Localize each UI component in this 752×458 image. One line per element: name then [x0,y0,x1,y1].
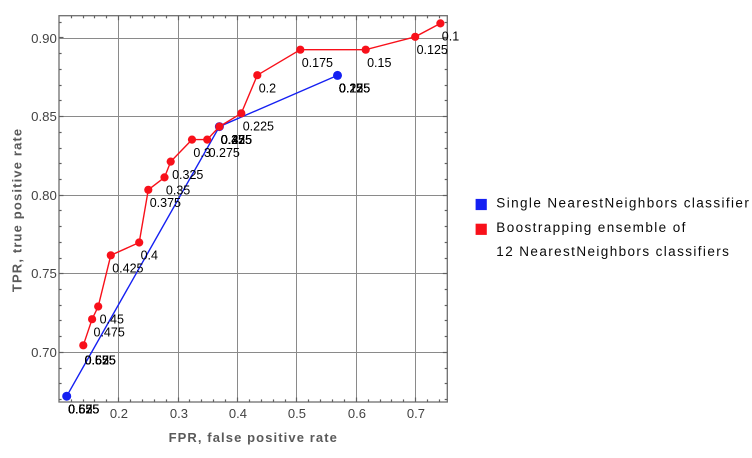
svg-text:0.375: 0.375 [221,133,252,147]
svg-text:0.375: 0.375 [150,196,181,210]
svg-text:0.425: 0.425 [112,262,143,276]
svg-text:0.15: 0.15 [367,56,391,70]
svg-text:0.15: 0.15 [339,82,363,96]
svg-text:0.125: 0.125 [417,43,448,57]
svg-text:0.325: 0.325 [172,168,203,182]
svg-text:0.35: 0.35 [221,133,245,147]
svg-text:0.55: 0.55 [68,402,92,416]
svg-text:0.3: 0.3 [170,406,188,421]
svg-text:0.475: 0.475 [221,133,252,147]
svg-text:0.7: 0.7 [407,406,425,421]
svg-text:0.3: 0.3 [221,133,238,147]
svg-text:0.55: 0.55 [85,353,109,367]
svg-text:0.125: 0.125 [339,82,370,96]
svg-text:0.45: 0.45 [221,133,245,147]
svg-text:0.3: 0.3 [193,146,210,160]
svg-text:0.2: 0.2 [110,406,128,421]
svg-text:0.425: 0.425 [221,133,252,147]
svg-text:0.25: 0.25 [221,133,245,147]
svg-text:0.25: 0.25 [339,82,363,96]
svg-text:0.5: 0.5 [85,353,102,367]
svg-text:0.575: 0.575 [85,353,116,367]
svg-text:0.1: 0.1 [442,30,459,44]
svg-text:12 NearestNeighbors classifier: 12 NearestNeighbors classifiers [496,244,730,259]
svg-text:FPR, false positive rate: FPR, false positive rate [169,430,338,445]
svg-text:0.80: 0.80 [31,188,57,203]
svg-text:0.625: 0.625 [85,353,116,367]
svg-text:0.275: 0.275 [209,146,240,160]
svg-text:0.90: 0.90 [31,31,57,46]
svg-text:0.6: 0.6 [68,402,85,416]
svg-text:0.5: 0.5 [68,402,85,416]
svg-text:0.6: 0.6 [85,353,102,367]
svg-text:0.4: 0.4 [141,249,158,263]
svg-text:0.85: 0.85 [31,109,57,124]
svg-text:0.65: 0.65 [68,402,92,416]
svg-text:0.525: 0.525 [68,402,99,416]
svg-text:0.225: 0.225 [339,82,370,96]
svg-text:0.325: 0.325 [221,133,252,147]
svg-text:0.275: 0.275 [221,133,252,147]
svg-text:0.2: 0.2 [339,82,356,96]
svg-text:0.4: 0.4 [221,133,238,147]
svg-text:0.35: 0.35 [166,184,190,198]
svg-text:0.65: 0.65 [85,353,109,367]
svg-text:Boostrapping ensemble of: Boostrapping ensemble of [496,220,686,235]
svg-text:0.525: 0.525 [85,353,116,367]
svg-text:0.6: 0.6 [348,406,366,421]
svg-text:0.575: 0.575 [68,402,99,416]
svg-text:0.2: 0.2 [259,81,276,95]
svg-text:0.45: 0.45 [100,313,124,327]
svg-text:0.4: 0.4 [229,406,247,421]
svg-text:0.225: 0.225 [243,120,274,134]
svg-text:0.75: 0.75 [31,266,57,281]
svg-text:0.175: 0.175 [339,82,370,96]
svg-text:0.175: 0.175 [302,56,333,70]
svg-text:0.70: 0.70 [31,345,57,360]
svg-text:Single NearestNeighbors classi: Single NearestNeighbors classifier [496,195,750,210]
svg-text:TPR, true positive rate: TPR, true positive rate [10,128,25,292]
svg-text:0.1: 0.1 [339,82,356,96]
svg-text:0.625: 0.625 [68,402,99,416]
svg-text:0.5: 0.5 [288,406,306,421]
svg-text:0.475: 0.475 [94,325,125,339]
